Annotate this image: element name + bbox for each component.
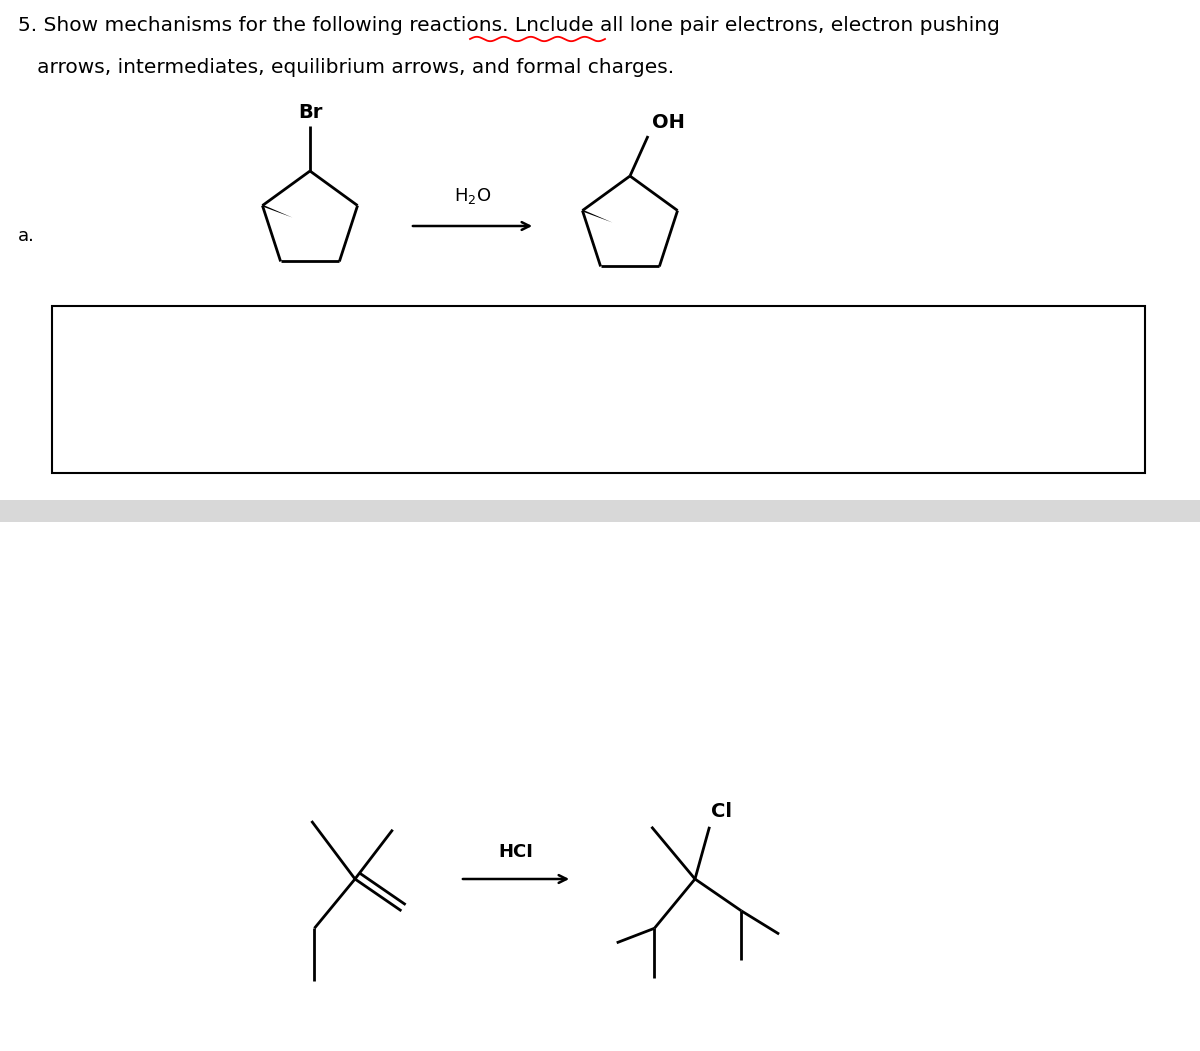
Text: HCI: HCI xyxy=(498,843,534,861)
Polygon shape xyxy=(262,205,293,218)
Text: OH: OH xyxy=(652,114,685,132)
FancyBboxPatch shape xyxy=(52,306,1145,473)
Text: Br: Br xyxy=(298,103,322,122)
Bar xyxy=(0,500,1200,522)
Text: 5. Show mechanisms for the following reactions. Lnclude all lone pair electrons,: 5. Show mechanisms for the following rea… xyxy=(18,16,1000,35)
Text: H$_2$O: H$_2$O xyxy=(454,186,491,206)
Text: Cl: Cl xyxy=(712,802,732,821)
Text: arrows, intermediates, equilibrium arrows, and formal charges.: arrows, intermediates, equilibrium arrow… xyxy=(18,58,674,77)
Text: a.: a. xyxy=(18,227,35,245)
Polygon shape xyxy=(582,210,612,223)
